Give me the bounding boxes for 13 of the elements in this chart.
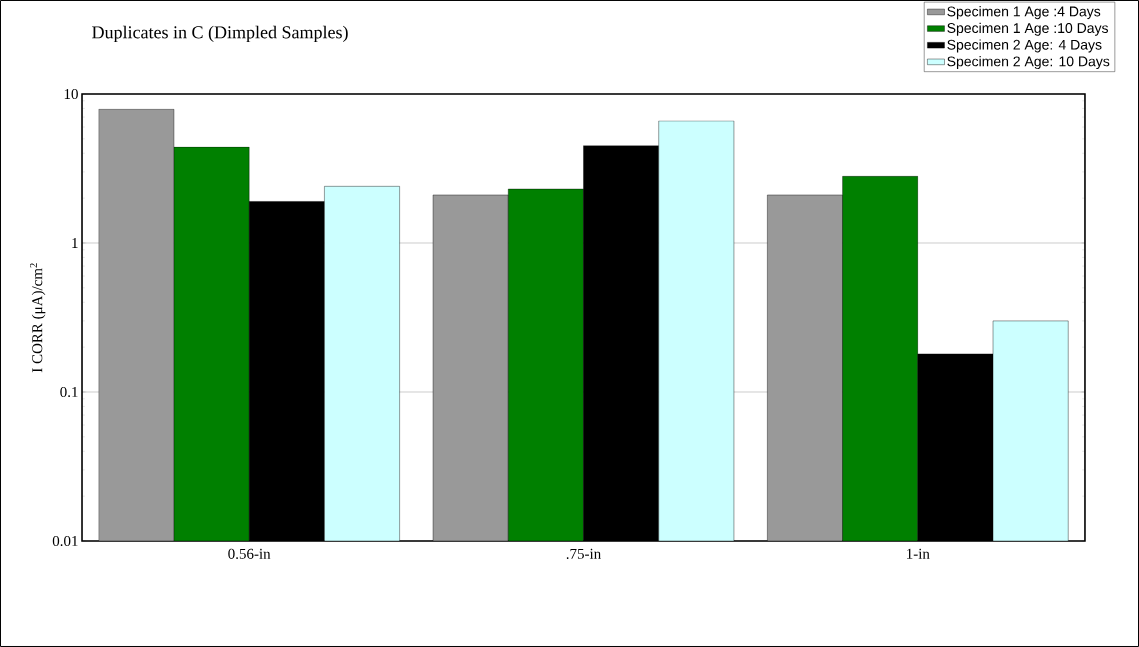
legend-label: Specimen 1 Age :4 Days: [947, 6, 1101, 20]
legend-label: Specimen 1 Age :10 Days: [947, 22, 1109, 36]
y-tick-label: 0.01: [52, 535, 78, 547]
y-axis-title: I CORR (μA)/cm$^{2}$: [29, 263, 46, 373]
y-tick-label: 10: [64, 88, 78, 100]
x-tick-label: 1-in: [907, 548, 930, 559]
y-tick-label: 0.1: [60, 386, 78, 398]
y-tick-label: 1: [72, 238, 78, 248]
x-tick-label: 0.56-in: [228, 548, 271, 559]
legend-label: Specimen 2 Age: 10 Days: [947, 56, 1110, 70]
legend-label: Specimen 2 Age: 4 Days: [947, 39, 1102, 53]
chart-title: Duplicates in C (Dimpled Samples): [92, 25, 348, 43]
x-tick-label: .75-in: [566, 548, 601, 559]
